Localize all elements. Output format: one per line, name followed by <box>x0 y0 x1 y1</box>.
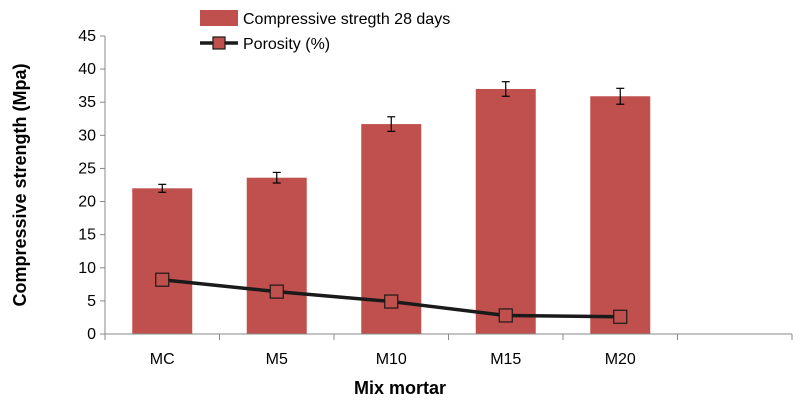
error-bar-mc <box>158 183 167 193</box>
bar-mc <box>132 188 193 334</box>
legend-label-compressive-strength: Compressive stregth 28 days <box>243 11 450 28</box>
y-tick-label: 10 <box>78 260 96 277</box>
error-bar-m10 <box>387 116 396 132</box>
error-bar-m5 <box>272 171 281 184</box>
bar-m15 <box>475 88 536 334</box>
legend-label-porosity: Porosity (%) <box>243 36 330 53</box>
x-tick-label: M20 <box>605 351 636 368</box>
legend-swatch-compressive-strength <box>200 10 238 26</box>
y-tick-label: 30 <box>78 127 96 144</box>
error-bars-group <box>158 81 625 193</box>
porosity-point-m15 <box>498 308 513 323</box>
y-tick-label: 0 <box>87 326 96 343</box>
error-bar-m20 <box>616 87 625 105</box>
porosity-line-group <box>155 272 628 324</box>
y-tick-label: 5 <box>87 293 96 310</box>
porosity-point-mc <box>155 272 170 287</box>
y-tick-label: 25 <box>78 160 96 177</box>
legend: Compressive stregth 28 days Porosity (%) <box>200 10 450 53</box>
bar-m5 <box>246 177 307 334</box>
porosity-point-m5 <box>269 284 284 299</box>
bar-m20 <box>590 96 651 334</box>
y-tick-label: 20 <box>78 194 96 211</box>
y-tick-label: 15 <box>78 227 96 244</box>
porosity-point-m10 <box>384 294 399 309</box>
y-axis-title: Compressive strength (Mpa) <box>10 63 30 306</box>
x-tick-label: M5 <box>266 351 288 368</box>
y-tick-label: 40 <box>78 61 96 78</box>
error-bar-m15 <box>501 81 510 97</box>
x-axis-ticks: MC M5 M10 M15 M20 <box>104 334 793 368</box>
porosity-point-m20 <box>613 309 628 324</box>
y-tick-label: 45 <box>78 28 96 45</box>
bars-group <box>132 88 651 334</box>
legend-marker-porosity <box>212 36 226 50</box>
x-tick-label: M10 <box>376 351 407 368</box>
y-axis-ticks: 0 5 10 15 20 25 30 35 40 45 <box>78 28 105 343</box>
x-tick-label: MC <box>150 351 175 368</box>
x-axis-title: Mix mortar <box>354 378 446 398</box>
x-tick-label: M15 <box>490 351 521 368</box>
y-tick-label: 35 <box>78 94 96 111</box>
